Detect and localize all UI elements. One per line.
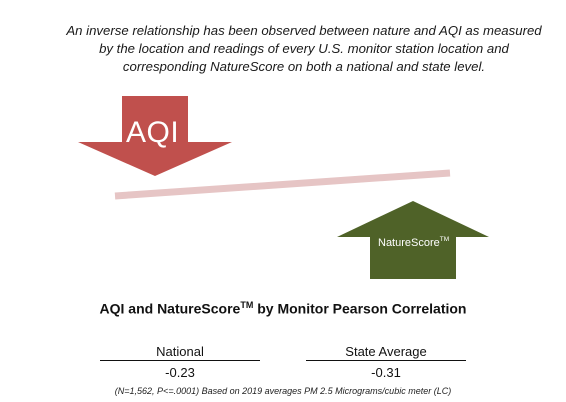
national-correlation: National -0.23 — [100, 344, 260, 380]
naturescore-up-arrow-icon — [336, 200, 490, 280]
state-correlation: State Average -0.31 — [306, 344, 466, 380]
national-label: National — [100, 344, 260, 361]
correlation-title: AQI and NatureScoreTM by Monitor Pearson… — [99, 300, 467, 317]
naturescore-arrow-label: NatureScoreTM — [378, 236, 450, 249]
state-value: -0.31 — [371, 365, 401, 380]
trend-line — [110, 168, 456, 202]
footnote: (N=1,562, P<=.0001) Based on 2019 averag… — [114, 386, 452, 396]
state-label: State Average — [306, 344, 466, 361]
national-value: -0.23 — [165, 365, 195, 380]
aqi-arrow-label: AQI — [126, 116, 180, 149]
intro-text: An inverse relationship has been observe… — [66, 23, 542, 74]
aqi-down-arrow-icon — [76, 96, 234, 178]
trademark-superscript: TM — [439, 236, 450, 243]
